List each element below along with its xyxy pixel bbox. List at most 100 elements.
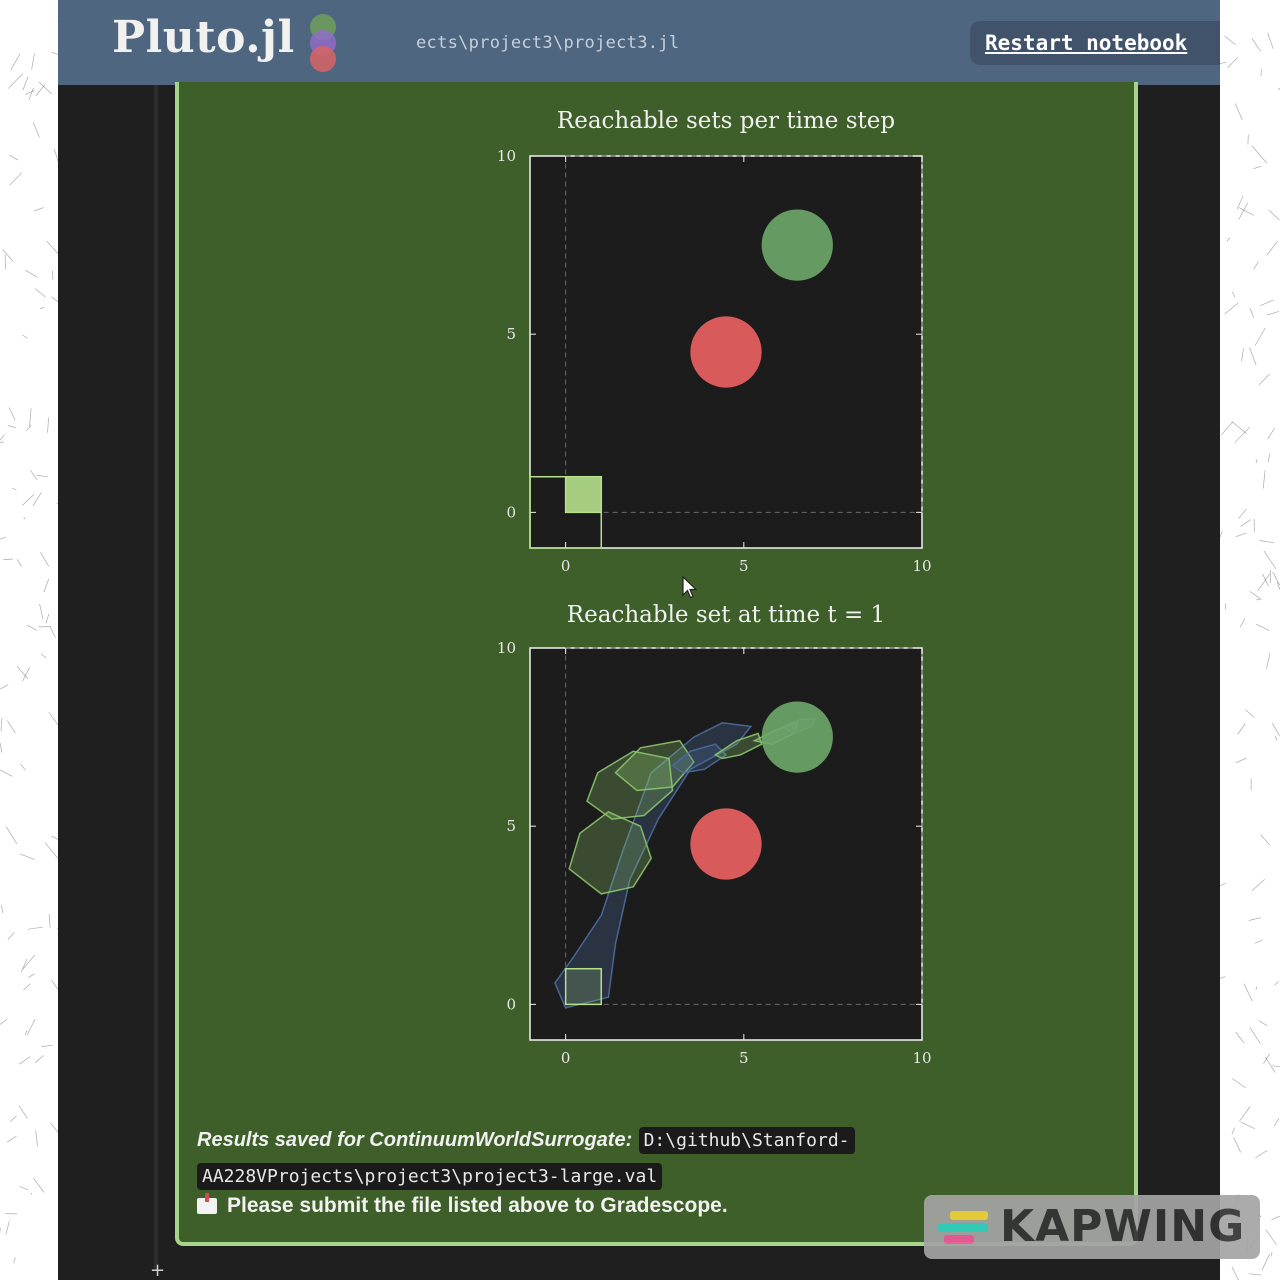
noise-stroke [1260, 299, 1274, 307]
noise-stroke [1249, 1027, 1261, 1044]
noise-stroke [29, 408, 32, 427]
y-tick-label: 0 [506, 995, 516, 1013]
noise-stroke [1266, 240, 1278, 256]
noise-stroke [1231, 1266, 1239, 1280]
y-tick-label: 5 [506, 817, 516, 835]
noise-stroke [1256, 623, 1270, 631]
noise-stroke [1248, 917, 1261, 921]
noise-stroke [38, 81, 52, 95]
noise-stroke [31, 53, 35, 70]
mailbox-icon [197, 1193, 217, 1214]
noise-stroke [1237, 723, 1246, 735]
reachable-set-polygon [671, 743, 728, 774]
noise-stroke [22, 493, 35, 506]
background-noise-left [0, 20, 58, 1264]
noise-stroke [1245, 709, 1255, 718]
noise-stroke [49, 626, 56, 638]
results-message: Results saved for ContinuumWorldSurrogat… [197, 1122, 917, 1194]
noise-stroke [1224, 35, 1236, 45]
noise-stroke [51, 52, 58, 55]
noise-stroke [13, 1257, 16, 1264]
noise-stroke [5, 1221, 10, 1235]
reachable-set-polygon [614, 739, 695, 792]
noise-stroke [1264, 1056, 1276, 1073]
noise-stroke [26, 624, 37, 631]
noise-stroke [1267, 32, 1274, 49]
noise-stroke [34, 207, 44, 212]
noise-stroke [44, 842, 58, 859]
noise-stroke [40, 653, 47, 659]
x-tick-label: 5 [739, 557, 749, 575]
y-tick-label: 0 [506, 503, 516, 521]
noise-stroke [7, 932, 15, 940]
noise-stroke [1263, 550, 1277, 570]
noise-stroke [0, 684, 9, 690]
noise-stroke [1234, 103, 1243, 121]
noise-stroke [9, 172, 23, 186]
submit-text: Please submit the file listed above to G… [227, 1194, 728, 1217]
noise-stroke [1262, 470, 1266, 489]
noise-stroke [51, 296, 58, 303]
results-path-line2: AA228VProjects\project3\project3-large.v… [197, 1163, 663, 1190]
noise-stroke [1238, 202, 1248, 220]
noise-stroke [27, 926, 43, 930]
noise-stroke [48, 913, 51, 928]
reachable-set-polygon [713, 732, 763, 760]
noise-stroke [40, 552, 50, 567]
noise-stroke [0, 536, 7, 540]
noise-stroke [32, 121, 40, 138]
x-tick-label: 0 [561, 1049, 571, 1067]
noise-stroke [1266, 653, 1271, 669]
noise-stroke [1226, 237, 1231, 242]
noise-stroke [7, 720, 16, 734]
noise-stroke [1220, 976, 1226, 979]
noise-stroke [20, 763, 26, 771]
notebook-header: Pluto.jl ects\project3\project3.jl Resta… [58, 0, 1220, 85]
initial-set [564, 967, 603, 1006]
submit-message: Please submit the file listed above to G… [197, 1193, 728, 1218]
noise-stroke [22, 334, 28, 339]
noise-stroke [29, 469, 38, 481]
noise-stroke [1267, 428, 1275, 440]
pluto-dots-icon [310, 14, 338, 72]
noise-stroke [1255, 459, 1258, 463]
noise-stroke [1254, 939, 1263, 944]
noise-stroke [1272, 571, 1280, 586]
noise-stroke [41, 1044, 53, 1048]
noise-stroke [28, 973, 35, 978]
add-cell-icon[interactable]: + [150, 1260, 166, 1280]
y-tick-label: 10 [497, 147, 516, 165]
goal-region [761, 209, 833, 281]
noise-stroke [48, 712, 58, 726]
noise-stroke [1234, 426, 1251, 443]
noise-stroke [0, 904, 4, 914]
noise-stroke [1235, 757, 1247, 764]
noise-stroke [16, 665, 28, 679]
goal-region [761, 701, 833, 773]
noise-stroke [12, 487, 17, 491]
noise-stroke [1254, 327, 1266, 346]
noise-stroke [0, 769, 13, 777]
noise-stroke [1274, 736, 1278, 741]
noise-stroke [8, 407, 16, 421]
noise-stroke [0, 434, 5, 441]
noise-stroke [39, 603, 44, 619]
noise-stroke [8, 154, 19, 161]
noise-stroke [1236, 195, 1244, 210]
noise-stroke [1239, 618, 1246, 628]
noise-stroke [1227, 57, 1239, 69]
restart-notebook-button[interactable]: Restart notebook [970, 21, 1220, 65]
noise-stroke [19, 853, 35, 860]
noise-stroke [1259, 540, 1275, 544]
noise-stroke [1258, 373, 1270, 385]
pluto-logo[interactable]: Pluto.jl [112, 12, 295, 63]
obstacle-region [690, 316, 762, 388]
noise-stroke [50, 1122, 58, 1133]
notebook-file-path[interactable]: ects\project3\project3.jl [416, 33, 680, 53]
noise-stroke [23, 983, 31, 991]
noise-stroke [32, 492, 42, 507]
noise-stroke [51, 835, 58, 840]
noise-stroke [35, 1130, 38, 1147]
noise-stroke [10, 1115, 17, 1122]
noise-stroke [1257, 573, 1270, 592]
